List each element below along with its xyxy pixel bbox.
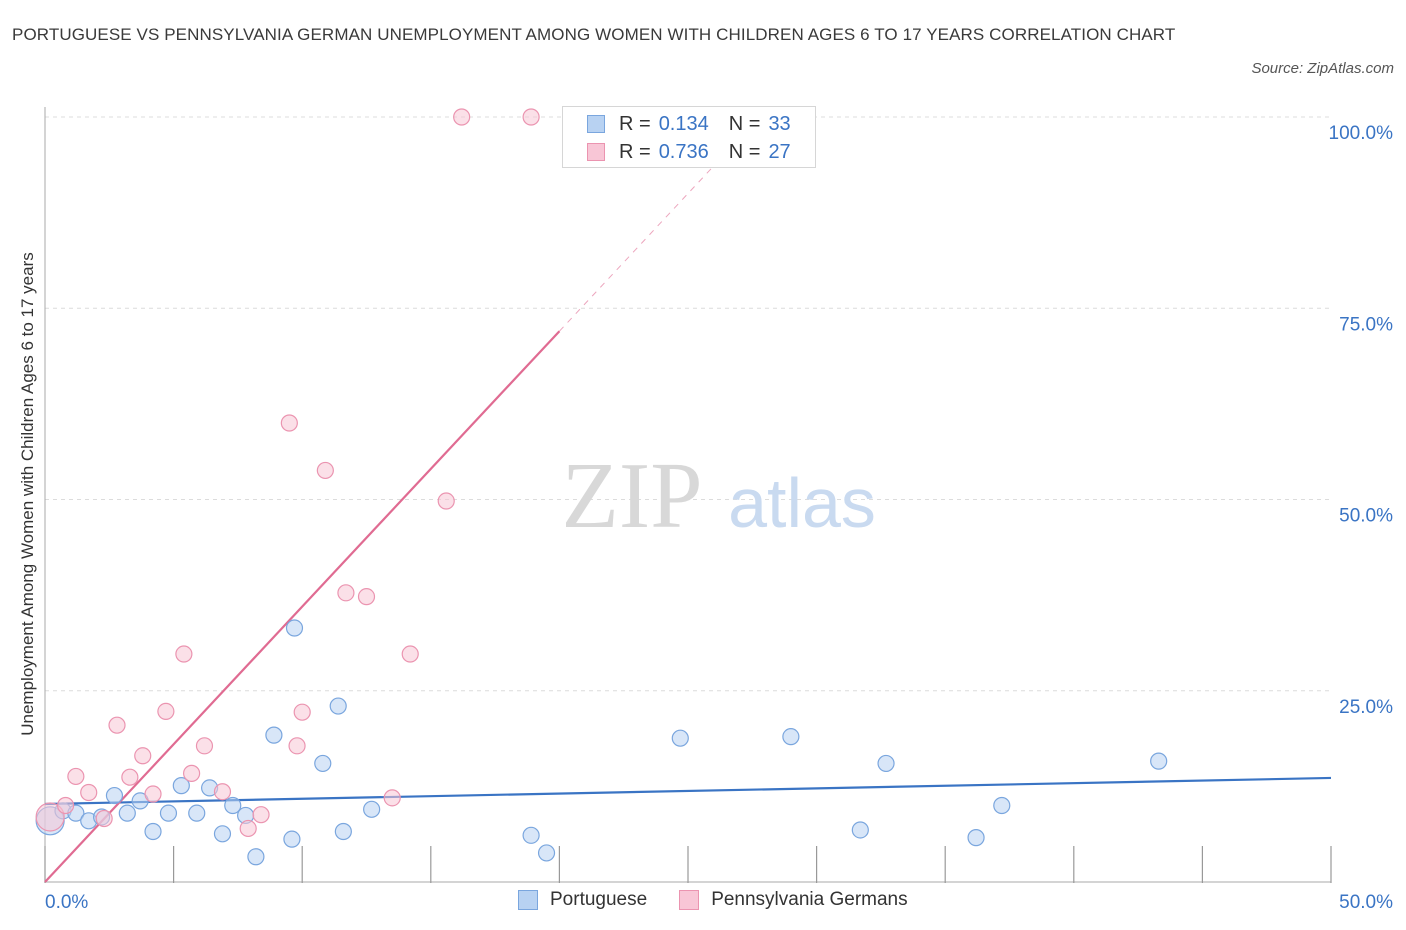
point-portuguese: [877, 754, 895, 773]
data-points: [35, 108, 1168, 866]
point-portuguese: [993, 796, 1011, 815]
source-label: Source: ZipAtlas.com: [1251, 60, 1394, 77]
n-value-portuguese: 33: [768, 112, 791, 135]
x-tick-label: 50.0%: [1339, 892, 1393, 913]
point-pennsylvania-germans: [67, 767, 85, 786]
point-portuguese: [314, 754, 332, 773]
point-pennsylvania-germans: [401, 645, 419, 663]
point-portuguese: [172, 777, 190, 795]
y-tick-labels: 25.0% 50.0% 75.0% 100.0%: [1329, 123, 1394, 718]
legend-label-portuguese: Portuguese: [550, 889, 648, 910]
point-portuguese: [283, 830, 301, 848]
series-legend: Portuguese Pennsylvania Germans: [518, 889, 940, 911]
r-label: R =: [619, 140, 651, 163]
point-portuguese: [144, 822, 162, 841]
legend-row-portuguese: R = 0.134 N = 33: [587, 111, 791, 137]
point-pennsylvania-germans: [157, 702, 175, 721]
point-portuguese: [334, 822, 352, 841]
point-pennsylvania-germans: [144, 785, 162, 803]
point-portuguese: [105, 786, 124, 805]
legend-swatch-pennsylvania-germans: [587, 143, 605, 161]
point-portuguese: [967, 829, 985, 847]
point-portuguese: [224, 796, 242, 815]
trend-line-portuguese: [44, 776, 1332, 806]
n-value-pennsylvania-germans: 27: [768, 140, 791, 163]
trend-line-pennsylvania-germans: [44, 330, 561, 883]
point-pennsylvania-germans: [293, 703, 311, 721]
point-portuguese: [522, 826, 540, 844]
r-value-pennsylvania-germans: 0.736: [658, 140, 709, 163]
n-label: N =: [728, 140, 761, 163]
legend-row-pennsylvania-germans: R = 0.736 N = 27: [587, 139, 791, 165]
axis-ticks: [44, 846, 1332, 883]
point-pennsylvania-germans: [337, 584, 355, 602]
y-tick-label: 25.0%: [1339, 697, 1393, 718]
point-pennsylvania-germans: [56, 796, 75, 815]
watermark-zip: ZIP: [562, 444, 703, 548]
point-portuguese: [851, 821, 869, 839]
point-pennsylvania-germans: [121, 768, 139, 786]
legend-swatch-pennsylvania-germans: [679, 890, 700, 910]
legend-label-pennsylvania-germans: Pennsylvania Germans: [711, 889, 908, 910]
legend-swatch-portuguese: [587, 115, 605, 133]
legend-item-portuguese[interactable]: Portuguese: [518, 889, 647, 911]
y-tick-label: 75.0%: [1339, 314, 1393, 335]
legend-item-pennsylvania-germans[interactable]: Pennsylvania Germans: [679, 889, 908, 911]
point-pennsylvania-germans: [195, 737, 214, 755]
point-portuguese: [118, 804, 136, 822]
point-pennsylvania-germans: [288, 737, 306, 755]
point-portuguese: [1150, 752, 1168, 770]
point-portuguese: [188, 804, 206, 822]
point-portuguese: [671, 729, 689, 747]
point-pennsylvania-germans: [252, 806, 270, 824]
point-pennsylvania-germans: [108, 716, 126, 734]
r-label: R =: [619, 112, 651, 135]
point-portuguese: [247, 848, 265, 866]
point-pennsylvania-germans: [453, 108, 471, 126]
point-pennsylvania-germans: [175, 645, 193, 663]
n-label: N =: [728, 112, 761, 135]
trend-lines: [44, 165, 1332, 883]
point-pennsylvania-germans: [80, 783, 98, 802]
point-pennsylvania-germans: [95, 809, 113, 828]
watermark-atlas: atlas: [728, 464, 876, 542]
r-value-portuguese: 0.134: [658, 112, 709, 135]
trend-extension-pennsylvania-germans: [559, 165, 715, 332]
y-tick-label: 100.0%: [1329, 123, 1394, 144]
correlation-legend: R = 0.134 N = 33 R = 0.736 N = 27: [562, 106, 816, 168]
point-portuguese: [213, 825, 232, 843]
point-pennsylvania-germans: [134, 747, 152, 765]
point-portuguese: [537, 844, 556, 862]
point-pennsylvania-germans: [383, 789, 401, 807]
point-pennsylvania-germans: [213, 783, 232, 801]
point-portuguese: [265, 726, 283, 744]
point-pennsylvania-germans: [522, 108, 540, 126]
point-portuguese: [782, 728, 800, 746]
x-tick-labels: 0.0% 50.0%: [45, 892, 1393, 913]
point-pennsylvania-germans: [280, 414, 298, 432]
y-axis-label: Unemployment Among Women with Children A…: [18, 252, 37, 736]
chart-title: PORTUGUESE VS PENNSYLVANIA GERMAN UNEMPL…: [12, 25, 1176, 44]
point-portuguese: [159, 804, 178, 822]
point-pennsylvania-germans: [35, 802, 65, 832]
y-tick-label: 50.0%: [1339, 506, 1393, 527]
point-pennsylvania-germans: [183, 764, 201, 782]
point-pennsylvania-germans: [357, 588, 376, 606]
point-portuguese: [285, 619, 304, 637]
point-pennsylvania-germans: [239, 819, 257, 838]
point-portuguese: [363, 800, 381, 818]
grid-lines: [45, 116, 1331, 692]
legend-swatch-portuguese: [518, 890, 538, 910]
point-pennsylvania-germans: [437, 492, 455, 510]
point-portuguese: [329, 697, 347, 715]
watermark: ZIP atlas: [562, 444, 876, 548]
x-tick-label: 0.0%: [45, 892, 88, 913]
point-pennsylvania-germans: [316, 461, 334, 480]
